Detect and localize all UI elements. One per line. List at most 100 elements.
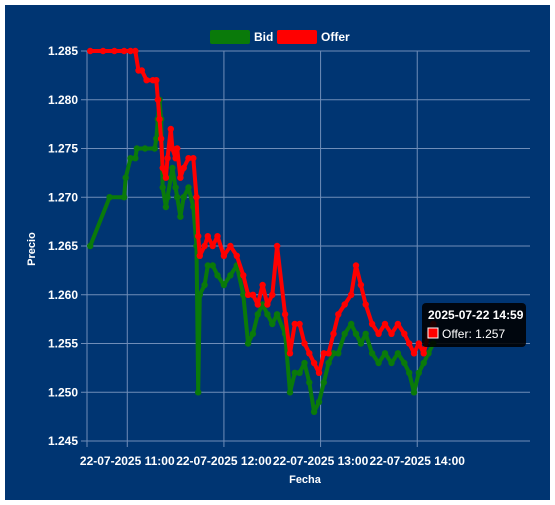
data-point-offer[interactable]	[185, 155, 192, 162]
data-point-offer[interactable]	[301, 340, 308, 347]
data-point-offer[interactable]	[209, 242, 216, 250]
data-point-bid[interactable]	[352, 330, 360, 337]
data-point-bid[interactable]	[127, 155, 134, 162]
data-point-bid[interactable]	[133, 145, 141, 152]
data-point-bid[interactable]	[169, 164, 176, 172]
data-point-offer[interactable]	[335, 311, 342, 318]
data-point-bid[interactable]	[273, 311, 281, 318]
data-point-offer[interactable]	[352, 262, 360, 269]
data-point-offer[interactable]	[388, 330, 395, 337]
data-point-offer[interactable]	[154, 96, 162, 103]
data-point-bid[interactable]	[375, 359, 382, 367]
data-point-offer[interactable]	[157, 135, 165, 142]
data-point-offer[interactable]	[138, 67, 145, 74]
data-point-bid[interactable]	[415, 369, 422, 376]
data-point-offer[interactable]	[132, 47, 139, 55]
data-point-bid[interactable]	[249, 330, 257, 337]
data-point-offer[interactable]	[286, 350, 294, 357]
data-point-bid[interactable]	[394, 350, 402, 357]
data-point-bid[interactable]	[254, 311, 261, 318]
data-point-offer[interactable]	[244, 291, 252, 298]
data-point-offer[interactable]	[368, 320, 376, 328]
data-point-offer[interactable]	[153, 77, 160, 84]
data-point-offer[interactable]	[254, 301, 261, 308]
legend[interactable]: Bid Offer	[210, 30, 350, 44]
data-point-bid[interactable]	[381, 350, 389, 357]
data-point-bid[interactable]	[320, 379, 327, 386]
data-point-offer[interactable]	[291, 320, 298, 328]
data-point-offer[interactable]	[240, 272, 247, 279]
data-point-bid[interactable]	[401, 359, 408, 367]
data-point-offer[interactable]	[394, 320, 402, 328]
data-point-offer[interactable]	[281, 311, 289, 318]
data-point-bid[interactable]	[227, 272, 234, 279]
data-point-offer[interactable]	[325, 350, 332, 357]
data-point-offer[interactable]	[381, 320, 389, 328]
data-point-offer[interactable]	[348, 291, 355, 298]
data-point-bid[interactable]	[122, 174, 129, 181]
data-point-offer[interactable]	[204, 233, 211, 240]
data-point-offer[interactable]	[233, 252, 240, 259]
data-point-bid[interactable]	[195, 389, 202, 396]
data-point-bid[interactable]	[106, 194, 113, 201]
data-point-bid[interactable]	[406, 369, 413, 376]
data-point-bid[interactable]	[264, 311, 271, 318]
data-point-bid[interactable]	[204, 262, 211, 269]
data-point-offer[interactable]	[310, 359, 318, 367]
data-point-bid[interactable]	[214, 272, 221, 279]
data-point-offer[interactable]	[410, 350, 418, 357]
data-point-bid[interactable]	[244, 340, 252, 347]
data-point-bid[interactable]	[362, 330, 369, 337]
data-point-bid[interactable]	[196, 291, 203, 298]
data-point-offer[interactable]	[193, 194, 200, 201]
data-point-bid[interactable]	[220, 281, 228, 289]
data-point-offer[interactable]	[415, 340, 422, 347]
data-point-bid[interactable]	[306, 379, 313, 386]
data-point-offer[interactable]	[320, 350, 327, 357]
data-point-offer[interactable]	[164, 155, 171, 162]
data-point-bid[interactable]	[291, 369, 298, 376]
data-point-bid[interactable]	[132, 155, 139, 162]
data-point-offer[interactable]	[214, 233, 221, 240]
data-point-bid[interactable]	[153, 135, 160, 142]
data-point-offer[interactable]	[273, 242, 281, 250]
data-point-bid[interactable]	[315, 398, 323, 406]
data-point-offer[interactable]	[201, 242, 208, 250]
data-point-bid[interactable]	[185, 184, 192, 191]
data-point-offer[interactable]	[220, 252, 228, 259]
data-point-bid[interactable]	[87, 242, 94, 250]
data-point-bid[interactable]	[335, 350, 342, 357]
data-point-offer[interactable]	[159, 164, 166, 172]
data-point-bid[interactable]	[164, 194, 171, 201]
data-point-offer[interactable]	[296, 320, 303, 328]
data-point-bid[interactable]	[301, 359, 308, 367]
data-point-bid[interactable]	[341, 330, 348, 337]
data-point-bid[interactable]	[151, 145, 158, 152]
data-point-offer[interactable]	[420, 350, 427, 357]
data-point-bid[interactable]	[259, 301, 266, 308]
data-point-offer[interactable]	[156, 116, 163, 123]
data-point-bid[interactable]	[425, 350, 432, 357]
legend-item-offer[interactable]: Offer	[277, 30, 350, 44]
data-point-bid[interactable]	[348, 320, 355, 328]
data-point-offer[interactable]	[259, 281, 266, 289]
data-point-bid[interactable]	[177, 213, 184, 220]
data-point-offer[interactable]	[357, 281, 365, 289]
data-point-offer[interactable]	[406, 340, 413, 347]
data-point-bid[interactable]	[141, 145, 149, 152]
data-point-bid[interactable]	[172, 184, 179, 191]
data-point-offer[interactable]	[169, 145, 176, 152]
data-point-offer[interactable]	[99, 47, 107, 55]
data-point-bid[interactable]	[296, 369, 303, 376]
data-point-offer[interactable]	[143, 77, 150, 84]
data-point-bid[interactable]	[357, 340, 365, 347]
data-point-offer[interactable]	[362, 301, 369, 308]
data-point-offer[interactable]	[127, 47, 134, 55]
data-point-offer[interactable]	[227, 242, 234, 250]
data-point-offer[interactable]	[87, 47, 94, 55]
data-point-bid[interactable]	[286, 389, 294, 396]
data-point-offer[interactable]	[269, 291, 276, 298]
data-point-offer[interactable]	[180, 164, 187, 172]
data-point-bid[interactable]	[330, 350, 337, 357]
data-point-offer[interactable]	[190, 155, 197, 162]
